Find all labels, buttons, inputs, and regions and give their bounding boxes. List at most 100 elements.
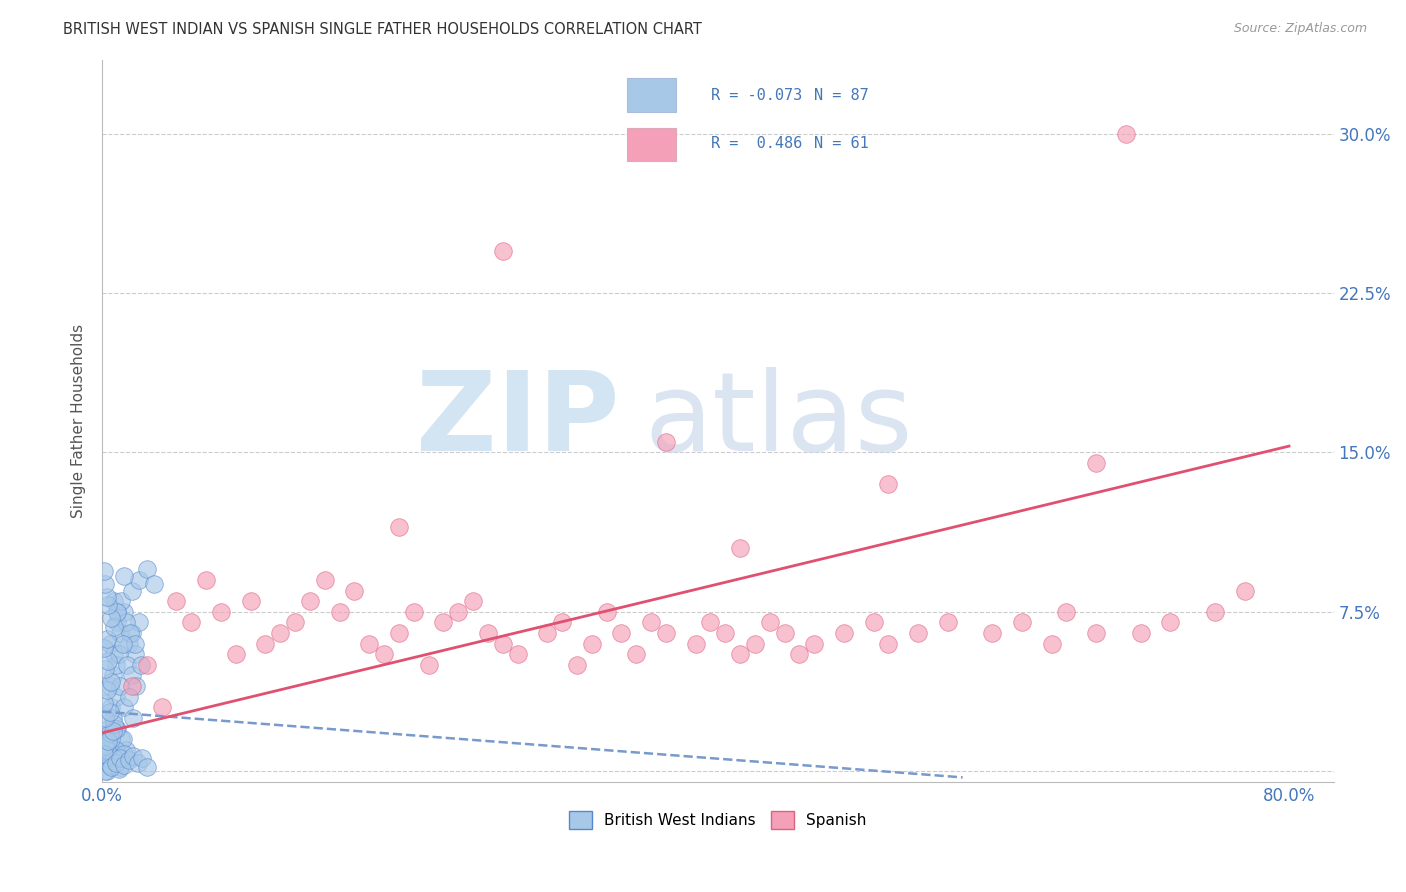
- Point: [981, 626, 1004, 640]
- Point: [536, 626, 558, 640]
- Point: [103, 647, 125, 661]
- Point: [100, 700, 122, 714]
- Point: [1115, 127, 1137, 141]
- Point: [862, 615, 884, 630]
- Point: [103, 594, 125, 608]
- Point: [121, 679, 143, 693]
- Point: [122, 711, 145, 725]
- Point: [359, 637, 381, 651]
- Point: [143, 577, 166, 591]
- Point: [98, 705, 121, 719]
- Point: [103, 717, 125, 731]
- Point: [97, 722, 120, 736]
- Point: [209, 605, 232, 619]
- Point: [728, 541, 751, 555]
- Point: [114, 757, 136, 772]
- Point: [103, 751, 125, 765]
- Point: [121, 583, 143, 598]
- Point: [114, 700, 136, 714]
- Point: [96, 764, 118, 778]
- Point: [104, 657, 127, 672]
- Point: [108, 751, 131, 765]
- Text: Source: ZipAtlas.com: Source: ZipAtlas.com: [1233, 22, 1367, 36]
- Text: BRITISH WEST INDIAN VS SPANISH SINGLE FATHER HOUSEHOLDS CORRELATION CHART: BRITISH WEST INDIAN VS SPANISH SINGLE FA…: [63, 22, 702, 37]
- Point: [165, 594, 187, 608]
- Point: [1159, 615, 1181, 630]
- Point: [97, 734, 120, 748]
- Point: [803, 637, 825, 651]
- Point: [94, 577, 117, 591]
- Point: [1233, 583, 1256, 598]
- Point: [128, 573, 150, 587]
- Point: [402, 605, 425, 619]
- Point: [121, 626, 143, 640]
- Point: [329, 605, 352, 619]
- Point: [98, 757, 121, 772]
- Point: [98, 637, 121, 651]
- Point: [254, 637, 277, 651]
- Point: [388, 520, 411, 534]
- Point: [595, 605, 617, 619]
- Point: [314, 573, 336, 587]
- Point: [1204, 605, 1226, 619]
- Text: ZIP: ZIP: [416, 368, 620, 475]
- Point: [195, 573, 218, 587]
- Point: [115, 743, 138, 757]
- Point: [492, 244, 515, 258]
- Point: [93, 640, 115, 655]
- Point: [108, 626, 131, 640]
- Point: [685, 637, 707, 651]
- Point: [907, 626, 929, 640]
- Point: [93, 696, 115, 710]
- Point: [118, 637, 141, 651]
- Point: [127, 756, 149, 770]
- Point: [832, 626, 855, 640]
- Point: [180, 615, 202, 630]
- Point: [97, 654, 120, 668]
- Point: [1056, 605, 1078, 619]
- Point: [111, 732, 134, 747]
- Point: [135, 657, 157, 672]
- Point: [461, 594, 484, 608]
- Point: [506, 647, 529, 661]
- Point: [105, 722, 128, 736]
- Point: [96, 632, 118, 647]
- Point: [108, 760, 131, 774]
- Point: [877, 637, 900, 651]
- Point: [104, 743, 127, 757]
- Point: [111, 637, 134, 651]
- Point: [269, 626, 291, 640]
- Point: [105, 615, 128, 630]
- Point: [1129, 626, 1152, 640]
- Point: [1011, 615, 1033, 630]
- Point: [114, 747, 136, 761]
- Point: [94, 662, 117, 676]
- Point: [120, 626, 142, 640]
- Point: [118, 690, 141, 704]
- Point: [1085, 456, 1108, 470]
- Point: [343, 583, 366, 598]
- Point: [114, 568, 136, 582]
- Point: [877, 477, 900, 491]
- Point: [107, 753, 129, 767]
- Point: [640, 615, 662, 630]
- Point: [96, 683, 118, 698]
- Point: [100, 674, 122, 689]
- Point: [447, 605, 470, 619]
- Point: [103, 619, 125, 633]
- Point: [125, 679, 148, 693]
- Y-axis label: Single Father Households: Single Father Households: [72, 324, 86, 517]
- Point: [655, 434, 678, 449]
- Point: [103, 743, 125, 757]
- Point: [239, 594, 262, 608]
- Point: [107, 647, 129, 661]
- Point: [610, 626, 633, 640]
- Point: [1040, 637, 1063, 651]
- Point: [626, 647, 648, 661]
- Point: [115, 615, 138, 630]
- Point: [101, 711, 124, 725]
- Point: [388, 626, 411, 640]
- Point: [107, 762, 129, 776]
- Point: [96, 743, 118, 757]
- Point: [477, 626, 499, 640]
